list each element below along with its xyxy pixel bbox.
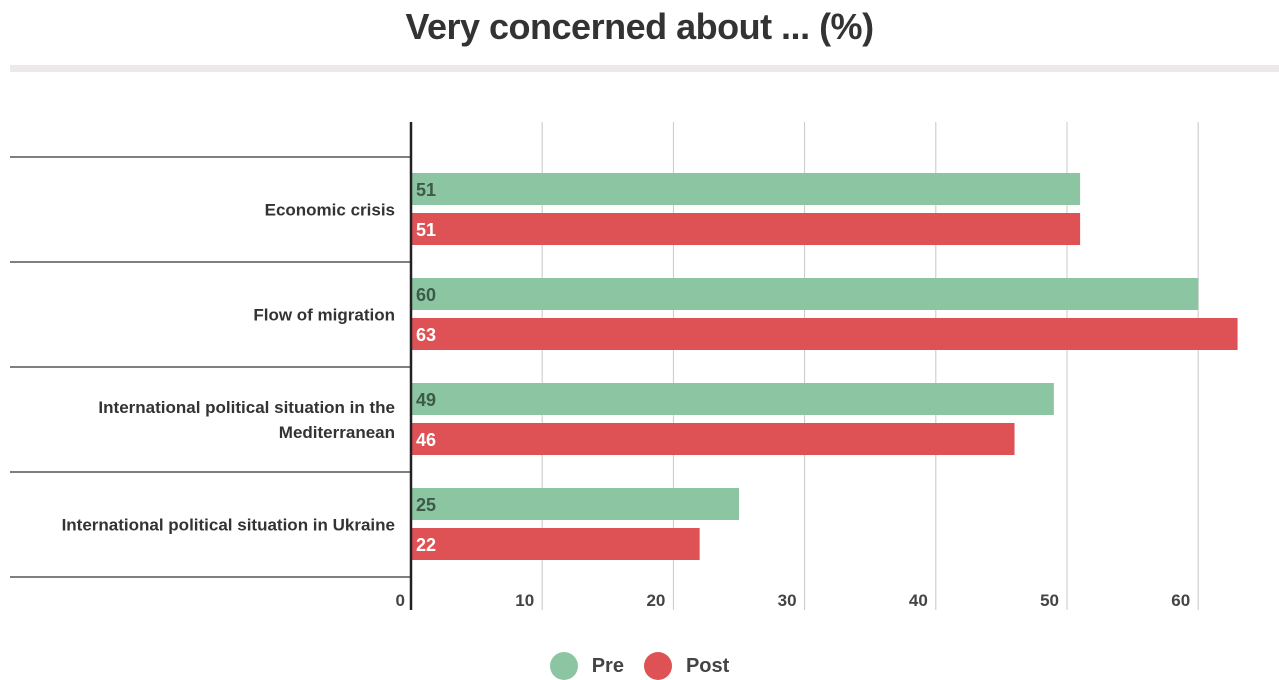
data-label-pre: 60 — [416, 285, 436, 305]
legend-swatch-pre — [549, 652, 578, 680]
bar-post — [411, 318, 1238, 350]
legend-label-pre: Pre — [591, 654, 624, 677]
category-label: Mediterranean — [279, 423, 395, 442]
data-label-post: 63 — [416, 325, 436, 345]
bar-post — [411, 528, 700, 560]
category-label: Economic crisis — [265, 201, 395, 220]
title-divider — [10, 65, 1279, 72]
chart-title: Very concerned about ... (%) — [405, 6, 874, 47]
bar-post — [411, 213, 1081, 245]
category-label: Flow of migration — [253, 306, 395, 325]
data-label-post: 22 — [416, 535, 436, 555]
data-label-pre: 49 — [416, 390, 436, 410]
bar-post — [411, 423, 1015, 455]
bar-pre — [411, 383, 1054, 415]
x-tick-label: 50 — [1040, 591, 1059, 610]
x-tick-label: 60 — [1171, 591, 1190, 610]
data-label-pre: 25 — [416, 495, 436, 515]
category-label: International political situation in the — [98, 398, 395, 417]
legend-swatch-post — [643, 652, 672, 680]
data-label-post: 51 — [416, 220, 436, 240]
legend-item-pre[interactable]: Pre — [549, 652, 624, 680]
legend: Pre Post — [0, 652, 1279, 680]
bar-chart: 51 51 Economic crisis 60 63 Flow of migration… — [10, 122, 1238, 610]
bar-pre — [411, 488, 739, 520]
data-label-pre: 51 — [416, 180, 436, 200]
bar-pre — [411, 173, 1081, 205]
x-tick-label: 20 — [646, 591, 665, 610]
data-label-post: 46 — [416, 430, 436, 450]
x-tick-label: 30 — [778, 591, 797, 610]
x-tick-label: 40 — [909, 591, 928, 610]
legend-label-post: Post — [685, 654, 730, 677]
category-label: International political situation in Ukr… — [62, 516, 395, 535]
bar-pre — [411, 278, 1199, 310]
x-tick-label: 10 — [515, 591, 534, 610]
x-tick-label: 0 — [396, 591, 405, 610]
legend-item-post[interactable]: Post — [643, 652, 730, 680]
